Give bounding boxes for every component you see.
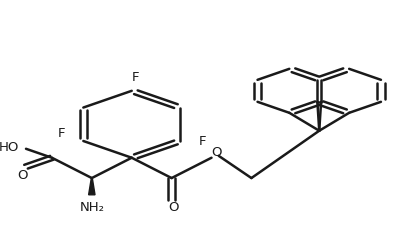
Text: O: O [211,147,221,159]
Text: O: O [169,201,179,214]
Text: NH₂: NH₂ [79,201,104,214]
Text: F: F [198,135,206,147]
Text: HO: HO [0,141,19,154]
Text: O: O [18,169,28,182]
Text: F: F [132,71,140,84]
Polygon shape [89,178,95,195]
Text: F: F [58,127,65,140]
